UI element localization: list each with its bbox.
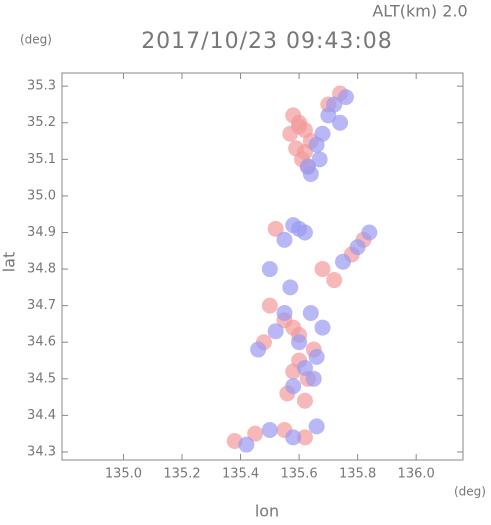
plot-data	[226, 85, 378, 453]
echo-point	[285, 319, 302, 336]
echo-point	[332, 114, 349, 131]
echo-point	[261, 297, 278, 314]
y-axis-label: lat	[0, 252, 19, 273]
x-axis-label: lon	[255, 502, 279, 521]
echo-point	[291, 334, 308, 351]
y-unit: (deg)	[20, 33, 52, 47]
echo-point	[282, 125, 299, 142]
echo-point	[296, 359, 313, 376]
echo-point	[361, 224, 378, 241]
echo-point	[261, 261, 278, 278]
x-tick-label: 135.4	[222, 467, 259, 482]
echo-point	[296, 392, 313, 409]
x-unit: (deg)	[454, 485, 486, 499]
echo-point	[267, 323, 284, 340]
echo-point	[308, 418, 325, 435]
echo-point	[326, 272, 343, 289]
echo-point	[311, 151, 328, 168]
y-tick-label: 34.4	[27, 408, 56, 423]
echo-point	[337, 89, 354, 106]
x-tick-label: 135.2	[163, 467, 200, 482]
y-tick-label: 34.8	[27, 262, 56, 277]
echo-point	[285, 429, 302, 446]
echo-point	[296, 224, 313, 241]
altitude-label: ALT(km) 2.0	[372, 2, 467, 21]
echo-point	[267, 220, 284, 237]
y-tick-label: 34.7	[27, 298, 56, 313]
y-tick-label: 34.9	[27, 225, 56, 240]
echo-point	[326, 96, 343, 113]
y-tick-label: 35.0	[27, 188, 56, 203]
echo-point	[250, 341, 267, 358]
echo-point	[285, 378, 302, 395]
echo-point	[308, 136, 325, 153]
echo-point	[302, 165, 319, 182]
y-tick-label: 34.3	[27, 444, 56, 459]
echo-point	[261, 422, 278, 439]
y-tick-label: 35.2	[27, 115, 56, 130]
echo-point	[296, 144, 313, 161]
plot-frame	[61, 72, 464, 461]
echo-point	[276, 231, 293, 248]
x-tick-label: 135.0	[105, 467, 142, 482]
y-tick-label: 35.1	[27, 152, 56, 167]
echo-point	[314, 261, 331, 278]
echo-point	[308, 348, 325, 365]
x-tick-label: 135.8	[339, 467, 376, 482]
chart-title: 2017/10/23 09:43:08	[141, 29, 393, 54]
echo-point	[247, 425, 264, 442]
echo-point	[296, 429, 313, 446]
echo-point	[314, 319, 331, 336]
x-tick-label: 135.6	[280, 467, 317, 482]
echo-point	[282, 279, 299, 296]
echo-point	[276, 304, 293, 321]
echo-point	[305, 370, 322, 387]
echo-point	[238, 436, 255, 453]
echo-point	[349, 239, 366, 256]
y-tick-label: 35.3	[27, 79, 56, 94]
x-tick-label: 136.0	[398, 467, 435, 482]
y-tick-label: 34.6	[27, 335, 56, 350]
y-tick-label: 34.5	[27, 371, 56, 386]
echo-point	[334, 253, 351, 270]
echo-point	[302, 304, 319, 321]
